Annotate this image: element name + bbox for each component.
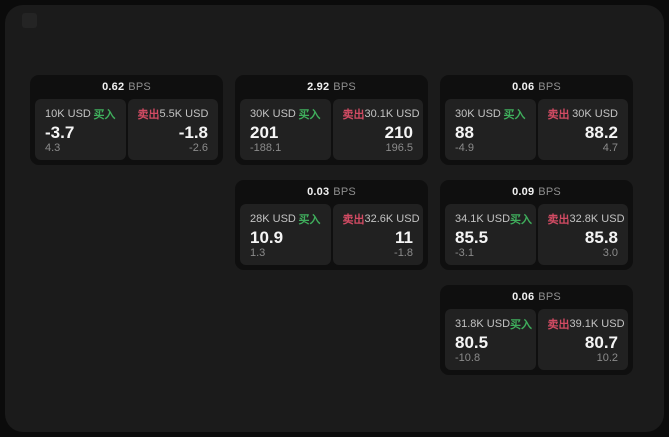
quote-card: 0.06 BPS 30K USD 买入 88 -4.9 卖出 30K USD 8…: [440, 75, 633, 165]
buy-price: 85.5: [455, 227, 489, 247]
bps-header: 0.62 BPS: [30, 75, 223, 99]
buy-delta: 1.3: [250, 247, 266, 259]
buy-label[interactable]: 买入: [93, 109, 116, 121]
bps-value: 0.03: [307, 186, 330, 198]
menu-icon[interactable]: [22, 13, 37, 28]
sell-price: -1.8: [178, 122, 208, 142]
quote-card: 0.03 BPS 28K USD 买入 10.9 1.3 卖出 32.6K US…: [235, 180, 428, 270]
bps-unit: BPS: [538, 186, 561, 198]
buy-tile[interactable]: 34.1K USD 买入 85.5 -3.1: [445, 204, 536, 265]
bps-header: 2.92 BPS: [235, 75, 428, 99]
sell-delta: 196.5: [385, 142, 413, 154]
bps-value: 2.92: [307, 81, 330, 93]
sell-size: 39.1K USD: [569, 318, 625, 330]
sell-size: 30.1K USD: [364, 108, 420, 120]
buy-label[interactable]: 买入: [298, 214, 321, 226]
buy-price: 80.5: [455, 332, 489, 352]
sell-delta: 3.0: [602, 247, 618, 259]
bps-header: 0.06 BPS: [440, 285, 633, 309]
buy-size: 10K USD: [45, 108, 91, 120]
sell-price: 88.2: [584, 122, 618, 142]
sell-size: 32.6K USD: [364, 213, 420, 225]
buy-price: 201: [250, 122, 279, 142]
buy-label[interactable]: 买入: [298, 109, 321, 121]
sell-price: 80.7: [584, 332, 618, 352]
sell-delta: 10.2: [596, 352, 618, 364]
bps-value: 0.06: [512, 291, 535, 303]
bps-header: 0.03 BPS: [235, 180, 428, 204]
sell-label[interactable]: 卖出: [547, 319, 570, 331]
buy-tile[interactable]: 30K USD 买入 201 -188.1: [240, 99, 331, 160]
quote-card: 0.06 BPS 31.8K USD 买入 80.5 -10.8 卖出 39.1…: [440, 285, 633, 375]
sell-price: 11: [395, 227, 413, 247]
buy-delta: 4.3: [45, 142, 61, 154]
quote-card: 0.09 BPS 34.1K USD 买入 85.5 -3.1 卖出 32.8K…: [440, 180, 633, 270]
buy-size: 30K USD: [455, 108, 501, 120]
quote-card: 2.92 BPS 30K USD 买入 201 -188.1 卖出 30.1K …: [235, 75, 428, 165]
sell-label[interactable]: 卖出: [137, 109, 160, 121]
sell-label[interactable]: 卖出: [342, 214, 365, 226]
sell-tile[interactable]: 卖出 30K USD 88.2 4.7: [537, 99, 628, 160]
buy-delta: -3.1: [455, 247, 474, 259]
sell-size: 30K USD: [572, 108, 618, 120]
bps-unit: BPS: [333, 81, 356, 93]
buy-tile[interactable]: 10K USD 买入 -3.7 4.3: [35, 99, 126, 160]
buy-price: 10.9: [250, 227, 284, 247]
bps-value: 0.06: [512, 81, 535, 93]
bps-header: 0.09 BPS: [440, 180, 633, 204]
bps-unit: BPS: [538, 291, 561, 303]
sell-label[interactable]: 卖出: [547, 214, 570, 226]
sell-label[interactable]: 卖出: [547, 109, 570, 121]
sell-delta: -2.6: [189, 142, 208, 154]
buy-size: 30K USD: [250, 108, 296, 120]
sell-label[interactable]: 卖出: [342, 109, 365, 121]
buy-size: 34.1K USD: [455, 213, 511, 225]
buy-label[interactable]: 买入: [503, 109, 526, 121]
buy-tile[interactable]: 31.8K USD 买入 80.5 -10.8: [445, 309, 536, 370]
sell-tile[interactable]: 卖出 5.5K USD -1.8 -2.6: [127, 99, 218, 160]
buy-label[interactable]: 买入: [510, 319, 533, 331]
bps-value: 0.09: [512, 186, 535, 198]
buy-tile[interactable]: 30K USD 买入 88 -4.9: [445, 99, 536, 160]
buy-label[interactable]: 买入: [510, 214, 533, 226]
buy-size: 28K USD: [250, 213, 296, 225]
bps-value: 0.62: [102, 81, 125, 93]
bps-header: 0.06 BPS: [440, 75, 633, 99]
bps-unit: BPS: [333, 186, 356, 198]
sell-size: 5.5K USD: [159, 108, 209, 120]
quote-card: 0.62 BPS 10K USD 买入 -3.7 4.3 卖出 5.5K USD…: [30, 75, 223, 165]
sell-delta: -1.8: [394, 247, 413, 259]
sell-price: 210: [384, 122, 413, 142]
buy-delta: -188.1: [250, 142, 282, 154]
buy-tile[interactable]: 28K USD 买入 10.9 1.3: [240, 204, 331, 265]
buy-price: -3.7: [45, 122, 75, 142]
sell-tile[interactable]: 卖出 30.1K USD 210 196.5: [332, 99, 423, 160]
buy-delta: -4.9: [455, 142, 474, 154]
buy-delta: -10.8: [455, 352, 481, 364]
buy-size: 31.8K USD: [455, 318, 511, 330]
sell-delta: 4.7: [602, 142, 618, 154]
sell-tile[interactable]: 卖出 32.6K USD 11 -1.8: [332, 204, 423, 265]
sell-price: 85.8: [584, 227, 618, 247]
sell-tile[interactable]: 卖出 32.8K USD 85.8 3.0: [537, 204, 628, 265]
bps-unit: BPS: [128, 81, 151, 93]
sell-size: 32.8K USD: [569, 213, 625, 225]
bps-unit: BPS: [538, 81, 561, 93]
buy-price: 88: [455, 122, 474, 142]
sell-tile[interactable]: 卖出 39.1K USD 80.7 10.2: [537, 309, 628, 370]
